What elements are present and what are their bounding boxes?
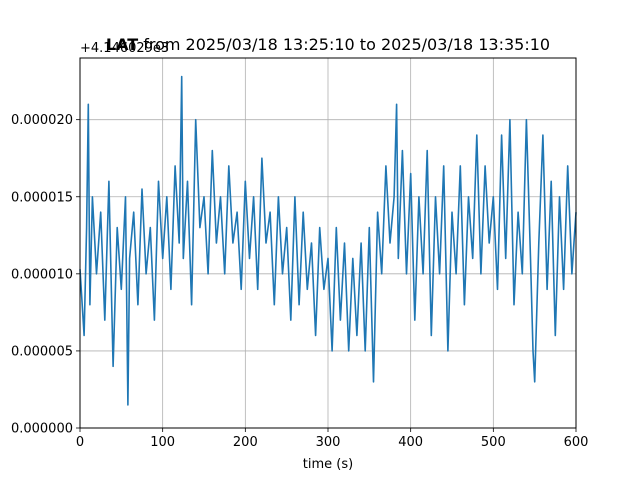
y-tick-label: 0.000015 bbox=[11, 190, 73, 205]
y-axis-ticks: 0.000000 0.000005 0.000010 0.000015 0.000020 bbox=[11, 113, 80, 437]
x-tick-label: 500 bbox=[481, 435, 506, 450]
x-tick-label: 200 bbox=[233, 435, 258, 450]
y-offset-label: +4.146029e3 bbox=[80, 41, 169, 56]
x-axis-label: time (s) bbox=[303, 457, 353, 472]
series-layer bbox=[79, 75, 577, 406]
x-tick-label: 0 bbox=[76, 435, 84, 450]
y-tick-label: 0.000000 bbox=[11, 422, 73, 437]
x-tick-label: 100 bbox=[150, 435, 175, 450]
x-tick-label: 300 bbox=[316, 435, 341, 450]
series-line bbox=[79, 75, 577, 406]
y-tick-label: 0.000010 bbox=[11, 267, 73, 282]
x-tick-label: 400 bbox=[398, 435, 423, 450]
x-tick-label: 600 bbox=[564, 435, 589, 450]
y-tick-label: 0.000005 bbox=[11, 344, 73, 359]
title-bold-part: LAT bbox=[106, 35, 138, 54]
y-tick-label: 0.000020 bbox=[11, 113, 73, 128]
title-rest-part: from 2025/03/18 13:25:10 to 2025/03/18 1… bbox=[138, 35, 550, 54]
x-axis-ticks: 0 100 200 300 400 500 600 bbox=[76, 428, 589, 450]
chart-title: LAT from 2025/03/18 13:25:10 to 2025/03/… bbox=[106, 35, 550, 54]
